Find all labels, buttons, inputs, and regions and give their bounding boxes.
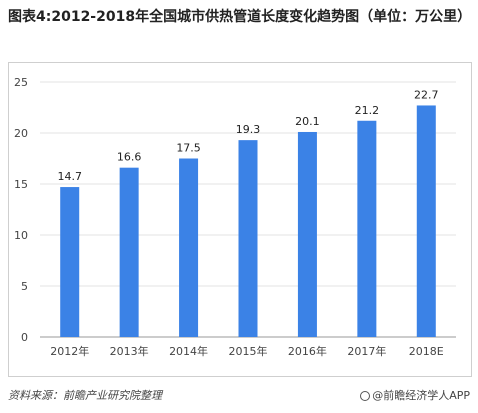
y-tick-label: 5: [21, 280, 28, 293]
y-tick-label: 15: [14, 178, 28, 191]
brand-credit: @前瞻经济学人APP: [360, 387, 470, 403]
x-tick-label: 2012年: [50, 344, 89, 358]
source-note: 资料来源：前瞻产业研究院整理: [8, 389, 162, 402]
bar: [416, 105, 436, 338]
y-tick-label: 20: [14, 127, 28, 140]
bar: [357, 120, 377, 337]
y-tick-label: 0: [21, 331, 28, 344]
bar: [179, 158, 199, 337]
bar: [60, 187, 80, 337]
brand-text: @前瞻经济学人APP: [372, 389, 470, 402]
x-tick-label: 2017年: [347, 344, 386, 358]
x-tick-label: 2015年: [229, 344, 268, 358]
chart-frame: [8, 62, 472, 377]
x-tick-label: 2014年: [169, 344, 208, 358]
data-label: 14.7: [57, 170, 82, 183]
x-tick-label: 2016年: [288, 344, 327, 358]
x-tick-label: 2018E: [409, 345, 444, 358]
data-label: 22.7: [414, 88, 439, 101]
data-label: 19.3: [236, 123, 261, 136]
bar: [297, 131, 317, 337]
bar: [238, 140, 258, 337]
data-label: 16.6: [117, 151, 142, 164]
x-tick-label: 2013年: [110, 344, 149, 358]
y-tick-label: 25: [14, 76, 28, 89]
data-label: 20.1: [295, 115, 320, 128]
bar-chart: 0 5 10 15 20 25 14.7 2012年 16.6 2013年 17.5 2014年 19.…: [14, 76, 456, 358]
data-label: 17.5: [176, 142, 201, 155]
bar: [119, 167, 139, 337]
data-label: 21.2: [355, 104, 380, 117]
y-tick-label: 10: [14, 229, 28, 242]
chart-title: 图表4:2012-2018年全国城市供热管道长度变化趋势图（单位：万公里）: [8, 9, 472, 25]
brand-logo-icon: [360, 391, 371, 401]
